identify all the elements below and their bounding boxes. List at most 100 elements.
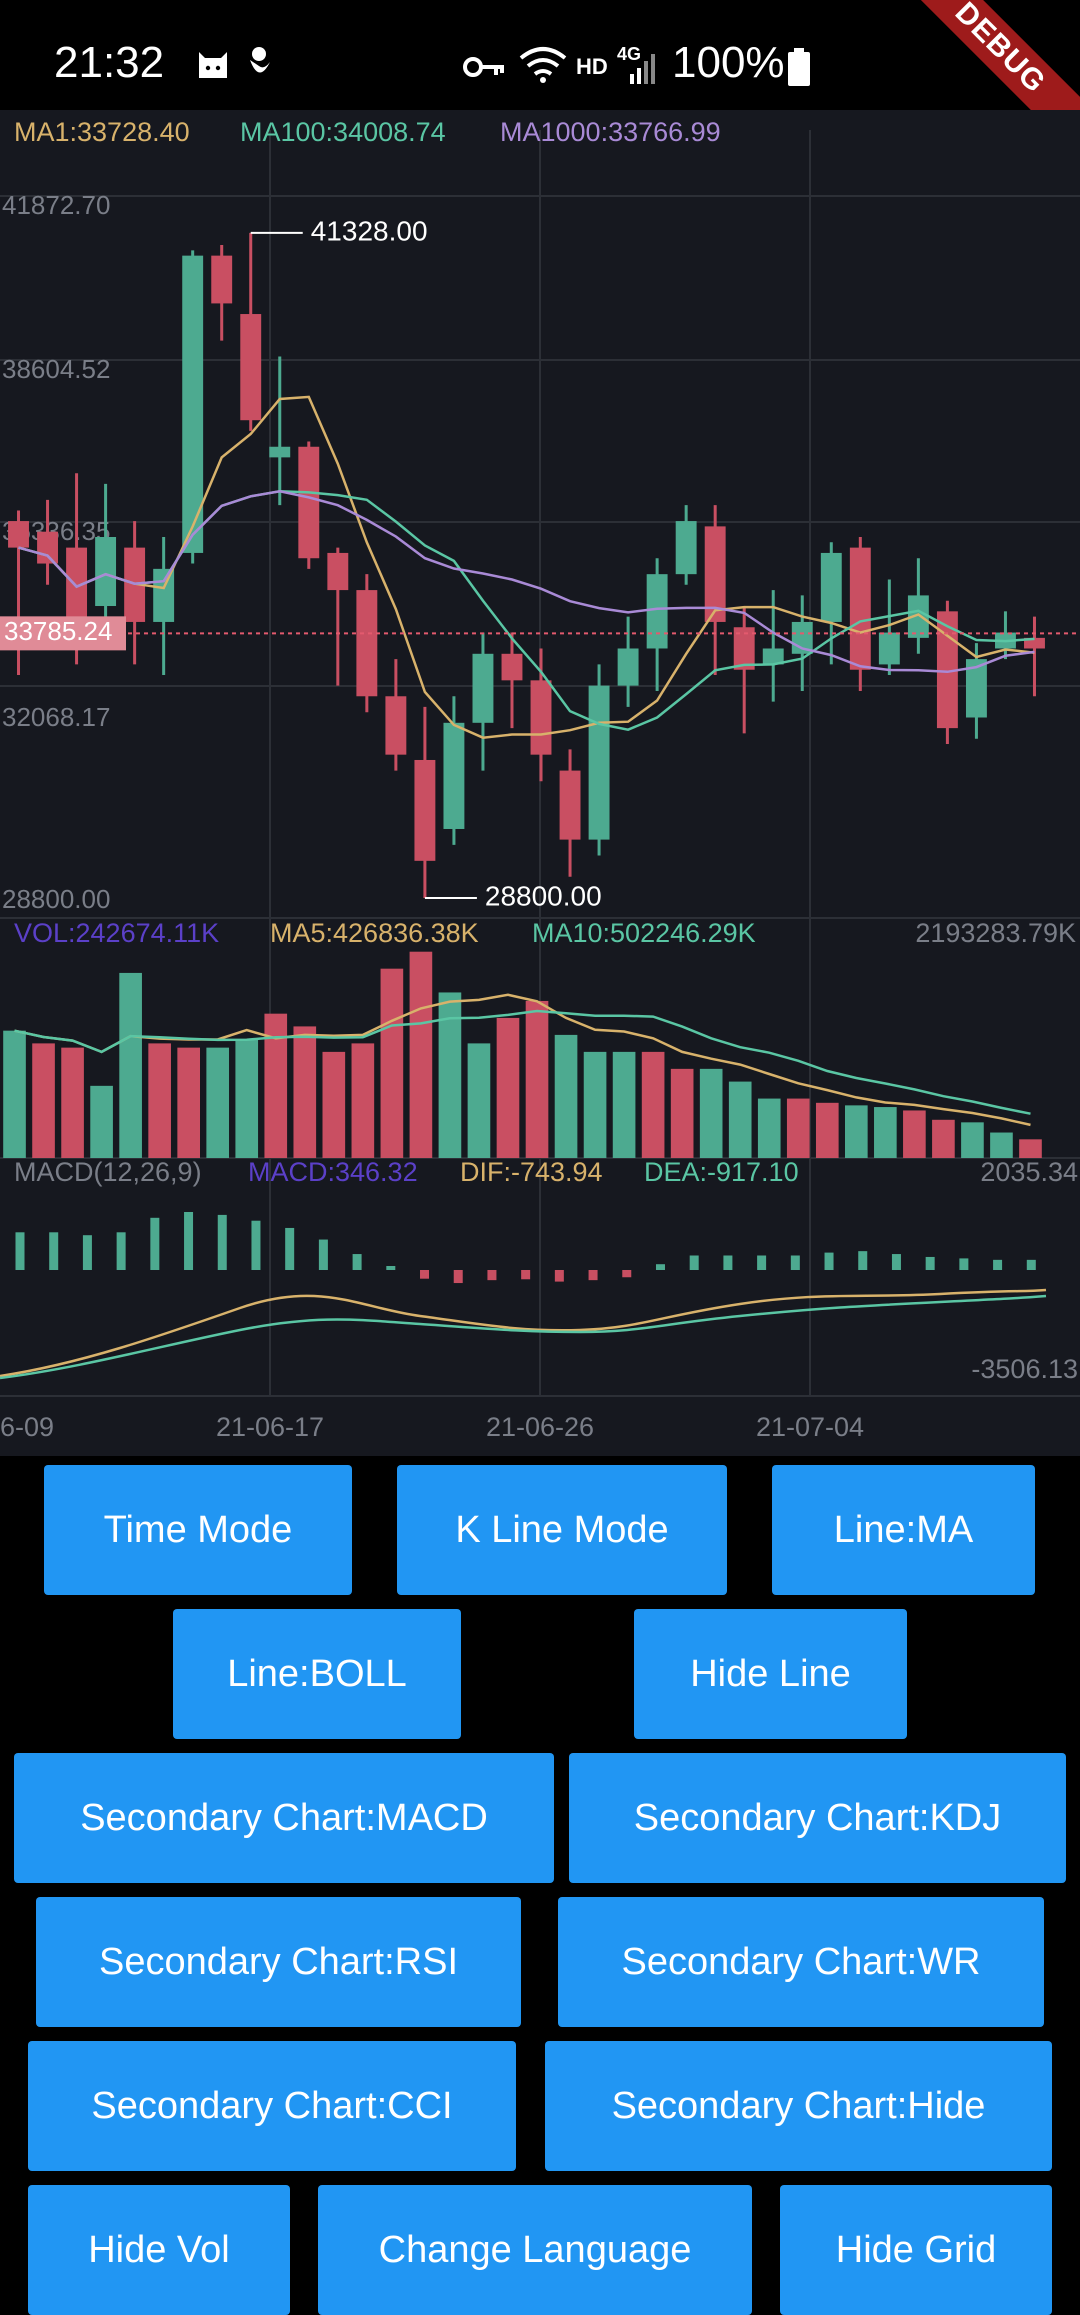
macd-bar (891, 1254, 901, 1270)
volume-bar (932, 1119, 955, 1158)
macd-bar (824, 1252, 834, 1270)
macd-bar (386, 1266, 396, 1270)
macd-dif-label: DIF:-743.94 (460, 1157, 603, 1187)
x-axis-label: 6-09 (0, 1412, 54, 1442)
macd-bar (487, 1270, 497, 1281)
volume-bar (612, 1051, 636, 1158)
line-ma-button[interactable]: Line:MA (772, 1465, 1035, 1595)
macd-bar (150, 1217, 160, 1270)
ma-lines (18, 395, 1035, 739)
cat-icon (199, 52, 227, 78)
network-type-label: 4G (617, 44, 642, 64)
low-marker-label: 28800.00 (485, 880, 602, 911)
macd-bar (655, 1264, 665, 1270)
candle-body (965, 659, 987, 718)
candles (8, 232, 1045, 898)
change-language-button[interactable]: Change Language (318, 2185, 752, 2315)
volume-bar (728, 1081, 752, 1158)
kline-chart[interactable]: MA1:33728.40 MA100:34008.74 MA1000:33766… (0, 110, 1080, 1456)
volume-bar (409, 951, 433, 1158)
volume-bar (3, 1030, 26, 1158)
candle-body (356, 590, 378, 697)
candle-body (675, 521, 697, 575)
volume-bar (148, 1043, 171, 1158)
wifi-icon (519, 47, 567, 83)
macd-bar (285, 1227, 295, 1270)
ma1000-label: MA1000:33766.99 (500, 117, 721, 147)
macd-bar (554, 1270, 564, 1282)
price-axis-label: 28800.00 (2, 884, 110, 914)
candle-body (95, 537, 117, 607)
candle-body (298, 446, 320, 559)
key-icon (463, 57, 504, 77)
macd-bar (217, 1214, 227, 1270)
secondary-chart-wr-button[interactable]: Secondary Chart:WR (558, 1897, 1044, 2027)
price-axis-label: 41872.70 (2, 190, 110, 220)
candle-body (820, 552, 842, 622)
volume-bar (90, 1085, 113, 1158)
macd-dif-line (0, 1288, 1047, 1378)
secondary-chart-rsi-button[interactable]: Secondary Chart:RSI (36, 1897, 521, 2027)
macd-bar (757, 1255, 767, 1270)
volume-bar (264, 1013, 288, 1158)
macd-bar (723, 1255, 733, 1270)
macd-bar (1026, 1259, 1036, 1270)
volume-bar (583, 1051, 607, 1158)
candle-body (414, 759, 436, 861)
volume-bar (32, 1043, 55, 1158)
vol-max-label: 2193283.79K (915, 918, 1076, 948)
macd-bar (622, 1270, 632, 1278)
macd-bar (318, 1239, 328, 1270)
candle-body (907, 595, 929, 638)
volume-bar (438, 992, 462, 1158)
price-axis-label: 32068.17 (2, 702, 110, 732)
macd-bar (588, 1270, 598, 1281)
macd-min-label: -3506.13 (971, 1354, 1078, 1384)
candle-body (617, 648, 639, 686)
secondary-chart-macd-button[interactable]: Secondary Chart:MACD (14, 1753, 554, 1883)
candle-body (733, 627, 755, 670)
high-marker-label: 41328.00 (311, 215, 428, 246)
macd-bar (959, 1258, 969, 1270)
hide-line-button[interactable]: Hide Line (634, 1609, 907, 1739)
volume-bar (467, 1043, 491, 1158)
candle-body (443, 722, 465, 829)
macd-bar (15, 1232, 25, 1270)
candle-body (153, 568, 175, 622)
secondary-chart-kdj-button[interactable]: Secondary Chart:KDJ (569, 1753, 1066, 1883)
x-axis-label: 21-06-26 (486, 1412, 594, 1442)
vol-label: VOL:242674.11K (14, 918, 219, 948)
secondary-chart-hide-button[interactable]: Secondary Chart:Hide (545, 2041, 1052, 2171)
macd-bar (251, 1220, 261, 1270)
volume-bar (757, 1098, 781, 1158)
ma-short-line (18, 395, 1035, 739)
candle-body (646, 574, 668, 649)
volume-bar (699, 1068, 723, 1158)
volume-bar (293, 1026, 317, 1158)
volume-bar (351, 1043, 375, 1158)
volume-ma10-line (14, 1009, 1031, 1115)
macd-bar (116, 1232, 126, 1270)
candle-body (530, 680, 552, 755)
macd-bar (521, 1270, 531, 1280)
macd-title-label: MACD(12,26,9) (14, 1157, 202, 1187)
candle-body (37, 531, 58, 564)
volume-bar (380, 968, 404, 1158)
secondary-chart-cci-button[interactable]: Secondary Chart:CCI (28, 2041, 516, 2171)
macd-dea-line (0, 1294, 1047, 1380)
macd-bar (420, 1270, 430, 1279)
hide-vol-button[interactable]: Hide Vol (28, 2185, 290, 2315)
candle-body (1024, 637, 1045, 649)
k-line-mode-button[interactable]: K Line Mode (397, 1465, 727, 1595)
candle-body (878, 632, 900, 665)
line-boll-button[interactable]: Line:BOLL (173, 1609, 461, 1739)
hide-grid-button[interactable]: Hide Grid (780, 2185, 1052, 2315)
volume-bar (61, 1047, 84, 1158)
volume-bar (496, 1017, 520, 1158)
candle-body (269, 446, 291, 458)
volume-bar (177, 1047, 201, 1158)
vol-ma10-label: MA10:502246.29K (532, 918, 756, 948)
time-mode-button[interactable]: Time Mode (44, 1465, 352, 1595)
macd-bar (858, 1251, 868, 1270)
volume-bar (641, 1051, 665, 1158)
